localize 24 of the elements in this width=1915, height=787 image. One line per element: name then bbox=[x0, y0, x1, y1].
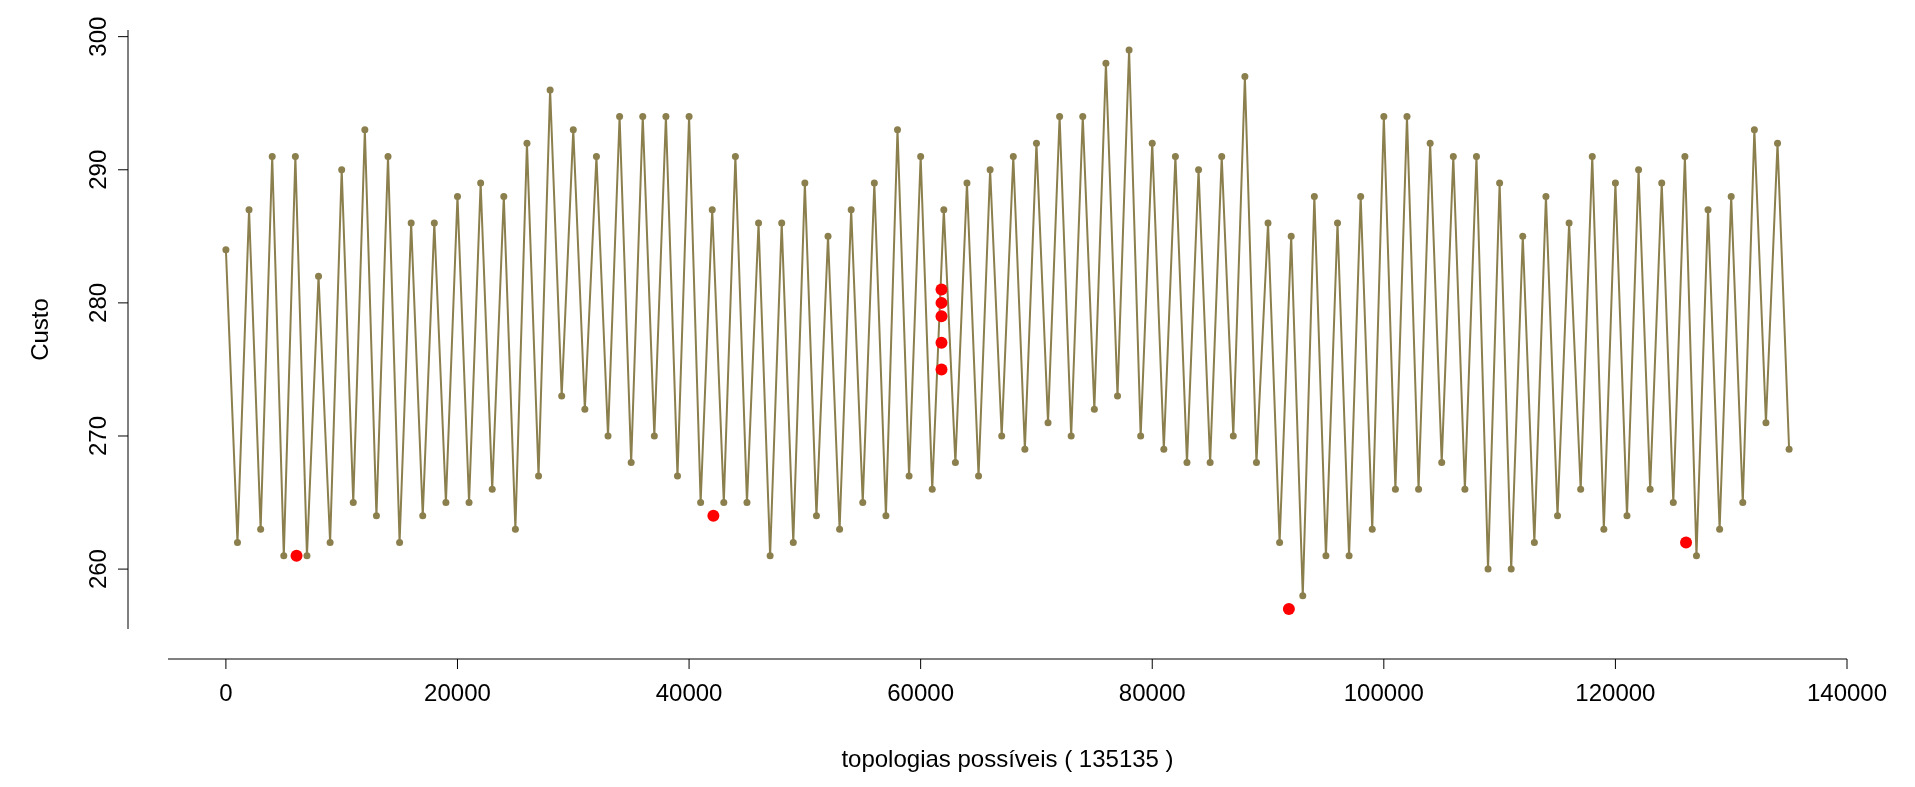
x-tick-label: 80000 bbox=[1118, 679, 1186, 706]
x-axis-title: topologias possíveis ( 135135 ) bbox=[841, 745, 1174, 772]
y-tick-label: 260 bbox=[84, 549, 111, 590]
point bbox=[1680, 536, 1693, 549]
x-tick-label: 100000 bbox=[1343, 679, 1424, 706]
point bbox=[935, 363, 948, 376]
y-tick-label: 300 bbox=[84, 16, 111, 57]
y-axis-title: Custo bbox=[26, 298, 53, 361]
point bbox=[935, 296, 948, 309]
point bbox=[1282, 603, 1295, 616]
x-tick-label: 0 bbox=[219, 679, 233, 706]
x-tick-label: 60000 bbox=[887, 679, 955, 706]
point bbox=[935, 336, 948, 349]
x-tick-label: 20000 bbox=[424, 679, 491, 706]
point bbox=[935, 283, 948, 296]
point bbox=[290, 549, 303, 562]
x-tick-label: 120000 bbox=[1575, 679, 1656, 706]
point bbox=[935, 310, 948, 323]
y-tick-label: 290 bbox=[84, 149, 111, 190]
y-tick-label: 280 bbox=[84, 282, 111, 323]
y-tick-label: 270 bbox=[84, 415, 111, 457]
x-tick-label: 140000 bbox=[1806, 679, 1888, 706]
point bbox=[707, 509, 720, 522]
x-tick-label: 40000 bbox=[655, 679, 723, 706]
